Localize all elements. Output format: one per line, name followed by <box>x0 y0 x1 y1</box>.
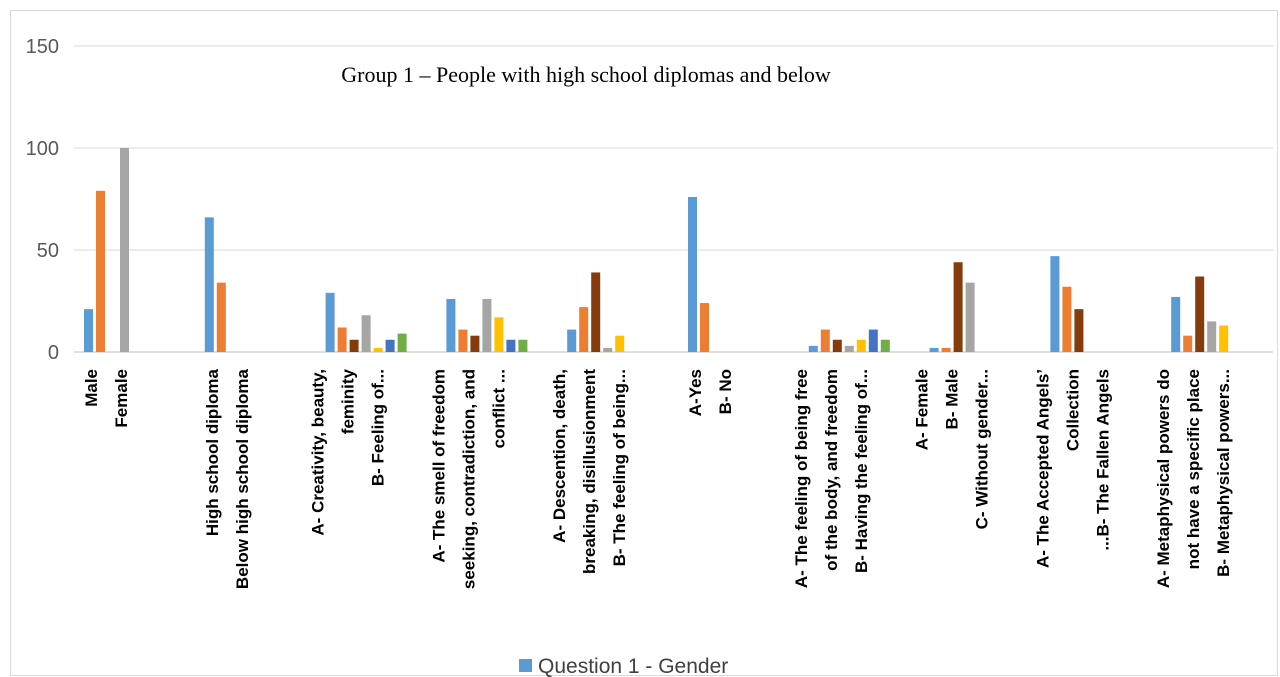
y-tick-label: 50 <box>37 240 59 262</box>
bar <box>856 339 866 352</box>
x-tick-label: B- Having the feeling of... <box>852 369 871 573</box>
x-tick-label: not have a specific place <box>1184 369 1203 569</box>
gridlines <box>74 45 1273 353</box>
x-tick-label: A- Female <box>913 369 932 450</box>
x-tick-label: A- Metaphysical powers do <box>1154 369 1173 588</box>
x-tick-label: C- Without gender... <box>973 369 992 529</box>
bar <box>446 298 456 352</box>
bar <box>349 339 359 352</box>
bar <box>458 329 468 352</box>
x-tick-label: B- The feeling of being... <box>610 369 629 566</box>
bar <box>470 335 480 352</box>
y-tick-label: 0 <box>48 342 59 364</box>
x-tick-label: B- No <box>716 369 735 414</box>
x-tick-label: B- Feeling of... <box>369 369 388 486</box>
y-axis: 0 50 100 150 <box>26 36 59 364</box>
x-tick-label: of the body, and freedom <box>822 369 841 571</box>
bar <box>941 347 951 352</box>
chart-title: Group 1 – People with high school diplom… <box>341 62 831 87</box>
bar <box>1171 296 1181 352</box>
x-tick-label: feminity <box>339 368 358 434</box>
bar <box>385 339 395 352</box>
bars <box>84 148 1229 352</box>
x-tick-label: Collection <box>1063 369 1082 451</box>
x-tick-label: High school diploma <box>203 368 222 536</box>
bar <box>216 282 226 352</box>
bar <box>494 317 504 352</box>
bar <box>518 339 528 352</box>
bar <box>832 339 842 352</box>
x-tick-label: A- Descention, death, <box>550 369 569 543</box>
bar <box>844 345 854 352</box>
bar <box>688 196 697 352</box>
bar <box>373 347 383 352</box>
bar <box>506 339 516 352</box>
x-tick-label: Male <box>82 369 101 407</box>
bar <box>868 329 878 352</box>
x-tick-label: B- Male <box>943 369 962 429</box>
bar <box>397 333 407 352</box>
bar <box>579 307 589 352</box>
bar <box>325 292 335 352</box>
bar <box>337 327 347 352</box>
bar <box>1074 309 1084 352</box>
bar <box>965 282 975 352</box>
x-tick-label: Below high school diploma <box>233 368 252 589</box>
bar <box>808 345 818 352</box>
legend-swatch <box>519 659 532 672</box>
bar <box>700 303 709 352</box>
bar <box>1062 286 1072 352</box>
y-tick-label: 150 <box>26 36 59 58</box>
chart: 0 50 100 150 Group 1 – People with high sch… <box>26 36 1273 677</box>
bar <box>880 339 890 352</box>
bar <box>204 217 214 352</box>
bar <box>1219 325 1229 352</box>
x-tick-label: conflict ... <box>489 369 508 448</box>
x-tick-label: seeking, contradiction, and <box>459 369 478 589</box>
bar <box>1050 256 1060 352</box>
bar <box>820 329 830 352</box>
x-tick-label: ...B- The Fallen Angels <box>1093 369 1112 551</box>
bar <box>84 309 93 352</box>
bar <box>929 347 939 352</box>
x-tick-label: A- Creativity, beauty, <box>309 369 328 536</box>
bar <box>953 262 963 352</box>
legend: Question 1 - Gender <box>519 655 728 677</box>
bar <box>482 298 492 352</box>
bar <box>1183 335 1193 352</box>
x-tick-label: Female <box>112 369 131 428</box>
x-axis-labels: Male Female High school diploma Below high … <box>82 368 1233 589</box>
x-tick-label: breaking, disillusionment <box>580 369 599 574</box>
x-tick-label: A- The feeling of being free <box>792 369 811 588</box>
y-tick-label: 100 <box>26 138 59 160</box>
bar <box>591 272 601 352</box>
legend-label: Question 1 - Gender <box>538 655 728 677</box>
x-tick-label: A- The smell of freedom <box>429 369 448 563</box>
bar <box>1207 321 1217 352</box>
x-tick-label: A-Yes <box>686 369 705 416</box>
x-tick-label: A- The Accepted Angels’ <box>1033 369 1052 568</box>
chart-frame: 0 50 100 150 Group 1 – People with high sch… <box>10 10 1278 677</box>
bar <box>96 190 105 352</box>
bar <box>120 148 129 352</box>
bar <box>615 335 625 352</box>
bar <box>1195 276 1205 352</box>
bar <box>603 347 613 352</box>
bar <box>361 315 371 352</box>
x-tick-label: B- Metaphysical powers... <box>1214 369 1233 577</box>
bar <box>567 329 577 352</box>
